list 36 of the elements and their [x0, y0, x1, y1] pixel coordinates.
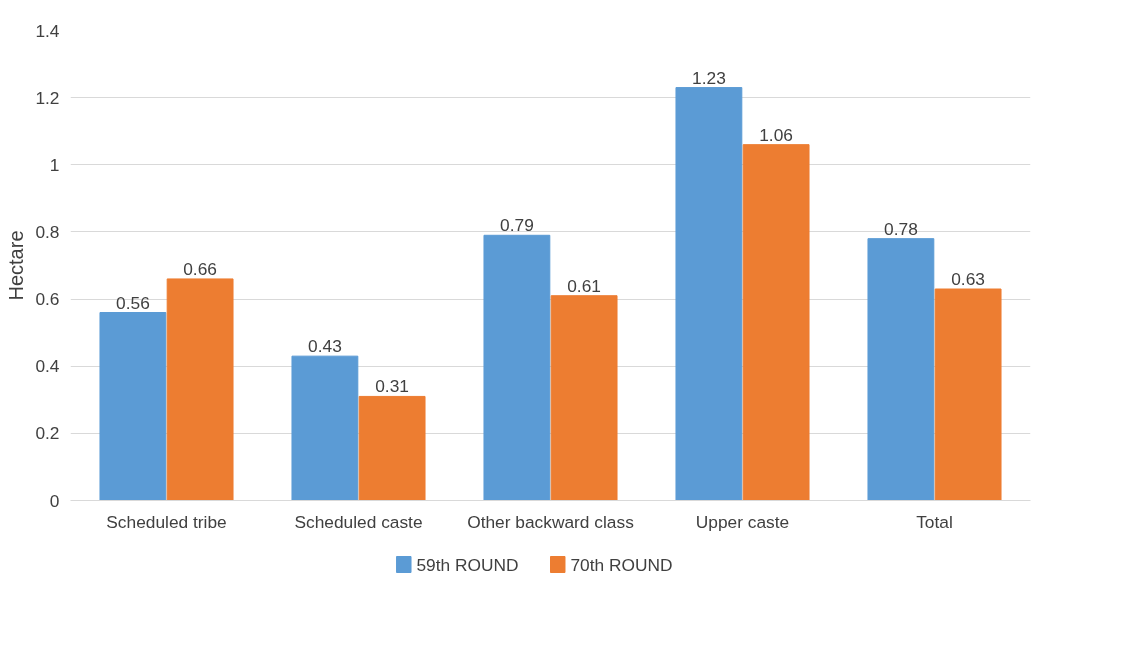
y-tick-label: 0: [49, 490, 60, 511]
y-tick-label: 0.6: [35, 289, 60, 310]
data-label: 0.79: [500, 215, 534, 236]
x-tick-label: Upper caste: [695, 511, 790, 532]
data-label: 0.63: [951, 269, 985, 289]
y-tick-label: 1: [49, 154, 60, 175]
y-tick-label: 1.4: [35, 20, 60, 41]
bar: [358, 395, 426, 501]
bar: [675, 87, 743, 501]
legend-label: 59th ROUND: [416, 554, 519, 575]
data-label: 0.43: [308, 336, 342, 357]
x-tick-label: Scheduled tribe: [106, 511, 227, 532]
bar: [99, 312, 167, 501]
bar: [867, 238, 935, 501]
bar: [483, 234, 551, 501]
y-tick-label: 0.2: [35, 423, 60, 444]
data-label: 0.56: [116, 292, 150, 313]
y-tick-label: 1.2: [35, 87, 60, 108]
data-label: 0.61: [567, 275, 601, 296]
bar: [934, 288, 1002, 501]
data-label: 1.06: [759, 124, 793, 145]
bar: [291, 355, 359, 501]
legend-label: 70th ROUND: [570, 554, 673, 575]
y-tick-label: 0.4: [35, 356, 60, 377]
bar: [550, 295, 618, 501]
bar: [166, 278, 234, 501]
x-tick-label: Total: [916, 511, 953, 532]
x-tick-label: Scheduled caste: [294, 511, 423, 532]
data-label: 0.66: [183, 258, 217, 279]
y-axis-title: Hectare: [5, 230, 28, 301]
data-label: 0.31: [375, 376, 409, 397]
bar: [742, 144, 810, 501]
data-label: 1.23: [692, 67, 726, 88]
data-label: 0.78: [884, 218, 918, 239]
y-tick-label: 0.8: [35, 221, 60, 242]
x-tick-label: Other backward class: [467, 511, 635, 532]
